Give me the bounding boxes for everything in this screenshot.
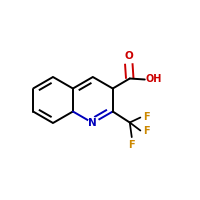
Text: F: F [143,126,149,136]
Text: O: O [124,51,133,61]
Text: N: N [88,118,97,128]
Text: F: F [143,112,149,122]
Text: OH: OH [145,74,162,84]
Text: F: F [128,140,135,150]
